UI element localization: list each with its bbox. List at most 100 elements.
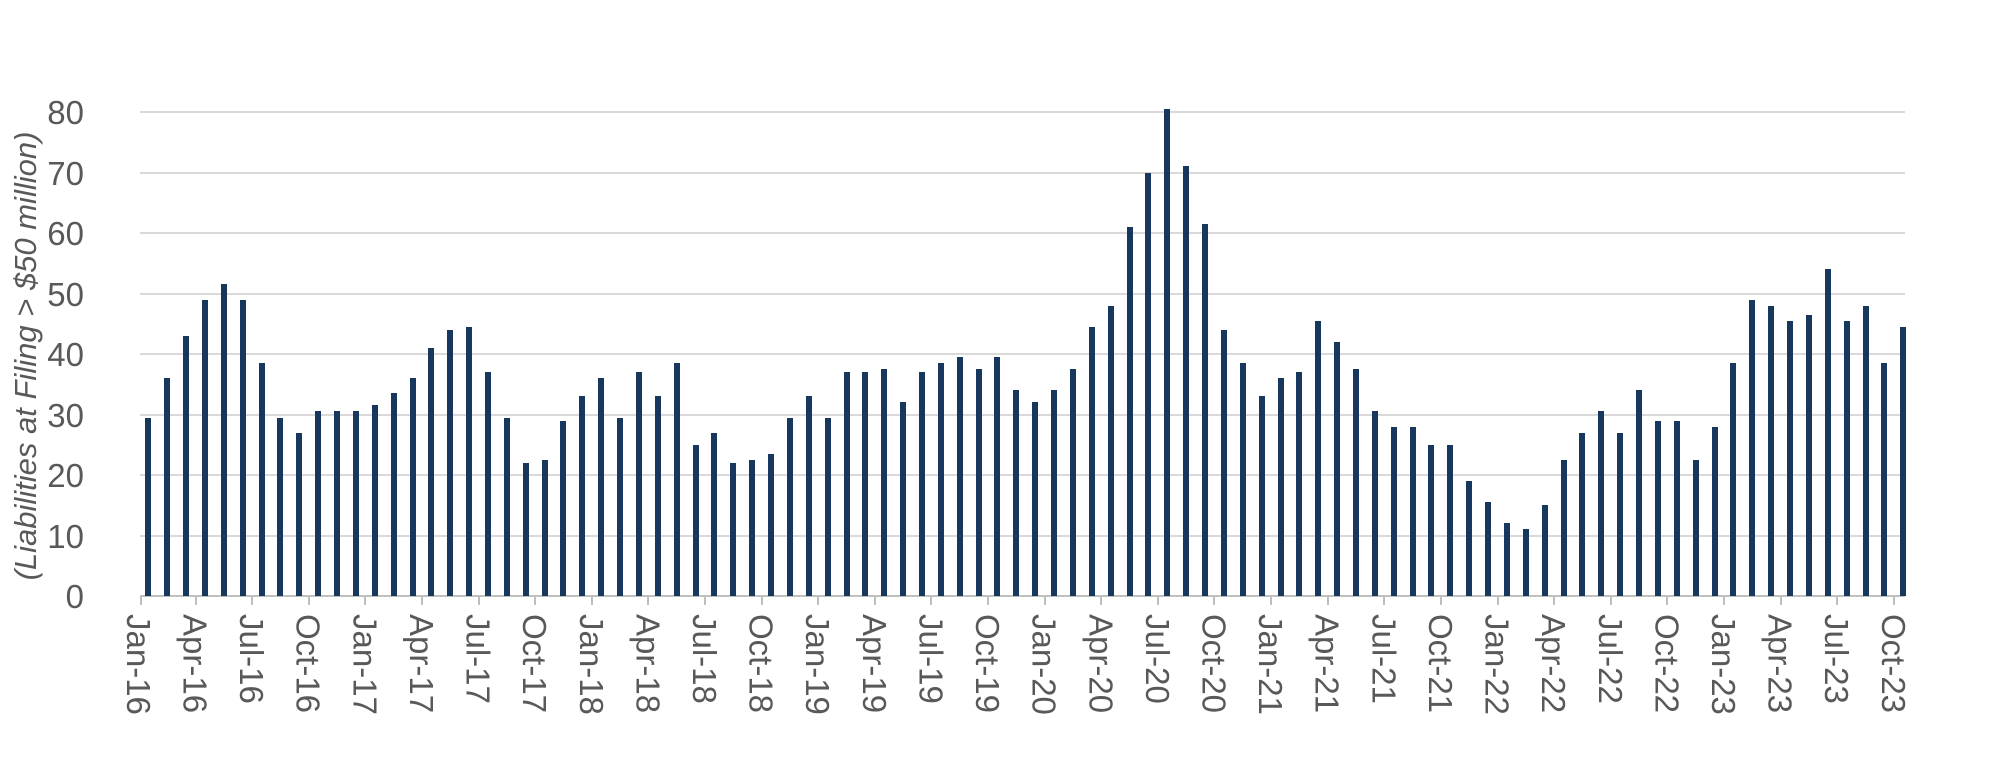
x-tick-label: Jul-23 [1818, 614, 1856, 704]
x-tick-label: Oct-22 [1648, 614, 1686, 714]
x-tick-label: Jan-19 [799, 614, 837, 715]
x-tick-label: Jul-16 [233, 614, 271, 704]
x-tick-mark [1666, 596, 1669, 605]
x-tick-mark [704, 596, 706, 605]
bar-Dec-20 [1258, 396, 1265, 596]
x-tick-mark [1553, 596, 1556, 605]
bar-Mar-16 [183, 335, 190, 596]
x-tick-label: Jul-19 [912, 614, 950, 704]
bar-Aug-18 [730, 462, 737, 596]
y-tick-label: 80 [47, 94, 84, 131]
x-tick-label: Jan-20 [1025, 614, 1063, 715]
bar-Mar-23 [1768, 305, 1775, 596]
bar-Nov-18 [786, 417, 793, 596]
bar-Dec-22 [1711, 426, 1718, 596]
x-tick-mark [873, 596, 876, 605]
gridline-20 [140, 474, 1905, 476]
y-tick-label: 40 [47, 336, 84, 373]
bar-Sep-19 [975, 369, 982, 596]
x-tick-label: Jul-20 [1138, 614, 1176, 704]
x-tick-label: Apr-18 [629, 614, 667, 714]
bar-Apr-16 [201, 299, 208, 596]
x-tick-label: Oct-18 [742, 614, 780, 714]
bar-Feb-17 [390, 393, 397, 596]
x-tick-label: Jul-22 [1591, 614, 1629, 704]
bar-Jul-17 [484, 372, 491, 596]
bar-Feb-20 [1069, 369, 1076, 596]
bar-Jan-17 [371, 405, 378, 596]
bar-Apr-21 [1334, 341, 1341, 596]
x-tick-mark [647, 596, 650, 605]
bar-Jul-21 [1390, 426, 1397, 596]
x-tick-mark [1326, 596, 1329, 605]
gridline-10 [140, 534, 1905, 537]
plot-area [140, 108, 1907, 605]
bar-Jan-23 [1730, 363, 1737, 596]
bar-May-16 [220, 284, 227, 596]
x-tick-mark [140, 596, 142, 605]
gridline-30 [140, 413, 1905, 416]
bar-Aug-20 [1183, 166, 1190, 596]
bar-Sep-21 [1428, 444, 1435, 596]
bar-Aug-16 [277, 417, 284, 596]
x-tick-label: Oct-16 [289, 614, 327, 714]
bar-Oct-16 [315, 411, 322, 596]
bar-Jun-17 [466, 326, 473, 596]
x-tick-label: Apr-17 [402, 614, 440, 714]
bar-Jul-16 [258, 363, 265, 596]
bar-Jun-19 [919, 372, 925, 596]
bar-Mar-19 [862, 372, 869, 596]
gridline-40 [140, 353, 1905, 355]
bar-Feb-16 [164, 378, 171, 596]
bar-Oct-22 [1673, 420, 1680, 596]
gridline-70 [140, 171, 1905, 174]
bar-Apr-18 [654, 396, 661, 596]
x-tick-label: Apr-22 [1535, 614, 1573, 714]
x-tick-label: Apr-21 [1308, 614, 1346, 714]
x-tick-label: Jul-18 [686, 614, 723, 704]
bar-Feb-23 [1749, 299, 1756, 596]
x-tick-mark [1892, 596, 1895, 605]
bar-Apr-17 [428, 347, 435, 596]
bar-Jun-20 [1145, 172, 1152, 596]
x-tick-mark [817, 596, 820, 605]
bar-Sep-20 [1202, 223, 1209, 596]
x-tick-label: Jan-23 [1704, 614, 1742, 715]
x-tick-mark [1722, 596, 1725, 605]
bar-Nov-16 [334, 411, 341, 596]
bar-Aug-23 [1862, 305, 1869, 596]
x-tick-mark [930, 596, 933, 605]
gridline-60 [140, 232, 1905, 234]
x-tick-mark [1383, 596, 1386, 605]
bar-Jun-21 [1371, 411, 1378, 596]
y-tick-label: 70 [47, 154, 84, 192]
x-tick-label: Jan-22 [1478, 614, 1516, 715]
bar-Dec-19 [1032, 402, 1039, 596]
x-tick-label: Oct-20 [1195, 614, 1233, 714]
x-tick-mark [420, 596, 423, 605]
bar-Feb-21 [1296, 372, 1303, 596]
bar-Jun-23 [1824, 269, 1831, 596]
bar-Oct-17 [541, 459, 548, 596]
bar-Oct-19 [994, 357, 1001, 596]
bar-Dec-16 [352, 411, 359, 596]
bar-May-19 [900, 402, 907, 596]
x-tick-mark [1100, 596, 1103, 605]
bar-Dec-18 [805, 396, 812, 596]
bar-Feb-19 [843, 372, 850, 596]
bar-Jul-19 [937, 363, 944, 596]
x-tick-mark [760, 596, 763, 605]
bar-Feb-18 [617, 417, 624, 596]
bar-Mar-22 [1541, 505, 1548, 596]
x-tick-mark [534, 596, 537, 605]
bar-Jul-20 [1164, 108, 1171, 596]
bar-Jan-19 [824, 417, 831, 596]
bar-Nov-17 [560, 420, 567, 596]
x-tick-mark [364, 596, 367, 605]
bar-Mar-17 [409, 378, 416, 596]
bar-May-18 [673, 363, 680, 596]
x-tick-mark [1496, 596, 1499, 605]
x-tick-mark [477, 596, 480, 605]
bar-Dec-21 [1485, 502, 1492, 596]
x-tick-label: Apr-16 [176, 614, 214, 714]
